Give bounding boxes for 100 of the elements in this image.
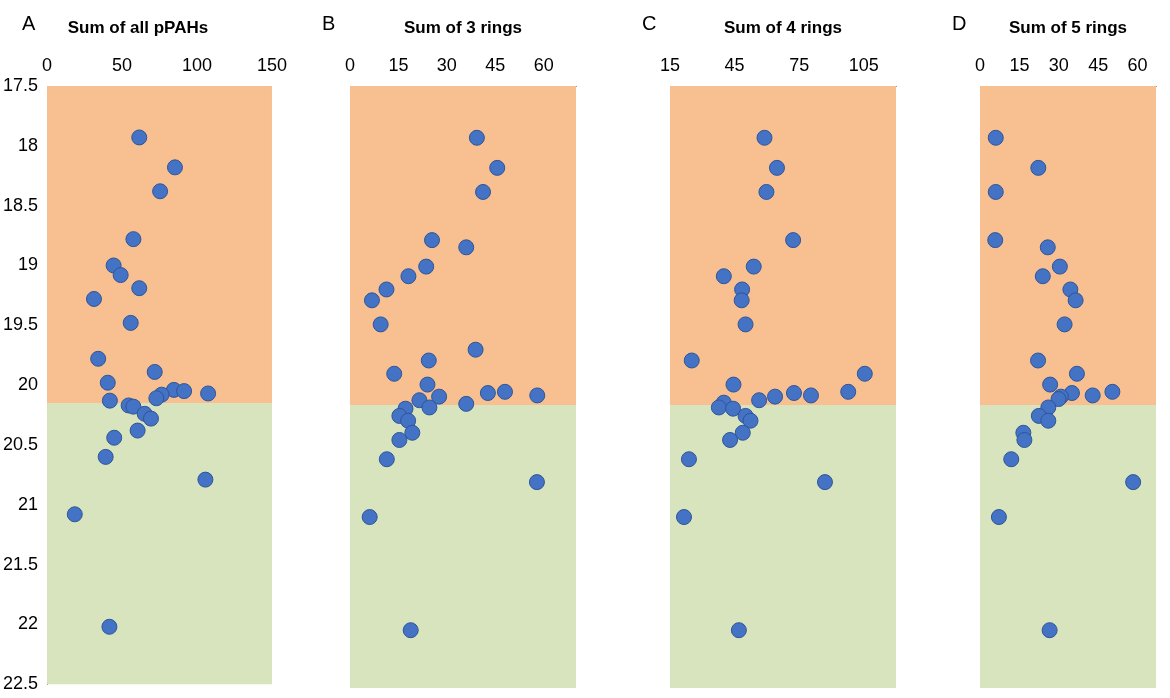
- point: [363, 292, 380, 309]
- point: [733, 292, 750, 309]
- point: [372, 316, 389, 333]
- y-tick-label: 21.5: [2, 553, 39, 574]
- point: [404, 424, 421, 441]
- point: [400, 412, 417, 429]
- y-tick-label: 19: [18, 254, 39, 275]
- point: [528, 474, 545, 491]
- x-tick-label: 0: [974, 55, 986, 76]
- x-tick-label: 0: [344, 55, 356, 76]
- point: [418, 258, 435, 275]
- point: [152, 183, 169, 200]
- x-tick-label: 15: [1009, 55, 1030, 76]
- point: [391, 431, 408, 448]
- point: [1040, 412, 1057, 429]
- point: [856, 365, 873, 382]
- point: [840, 383, 857, 400]
- x-tick-label: 100: [181, 55, 213, 76]
- point: [496, 383, 513, 400]
- point: [1051, 258, 1068, 275]
- x-tick-label: 105: [848, 55, 879, 76]
- point: [1056, 316, 1073, 333]
- point: [106, 429, 123, 446]
- point: [990, 509, 1007, 526]
- y-tick-label: 18.5: [2, 194, 39, 215]
- point: [802, 387, 819, 404]
- x-tick-label: 30: [1048, 55, 1069, 76]
- point: [458, 395, 475, 412]
- x-tick-label: 75: [789, 55, 810, 76]
- point: [468, 129, 485, 146]
- point: [730, 622, 747, 639]
- point: [785, 232, 802, 249]
- chart-title: Sum of 4 rings: [723, 17, 843, 37]
- point: [378, 451, 395, 468]
- point: [1042, 376, 1059, 393]
- y-tick-label: 20.5: [2, 433, 39, 454]
- point: [489, 159, 506, 176]
- point: [683, 352, 700, 369]
- point: [987, 129, 1004, 146]
- y-tick-label: 20: [18, 374, 39, 395]
- text: A: [22, 11, 36, 34]
- point: [101, 618, 118, 635]
- point: [148, 390, 165, 407]
- point: [166, 159, 183, 176]
- point: [1104, 383, 1121, 400]
- point: [101, 392, 118, 409]
- point: [710, 399, 727, 416]
- point: [122, 314, 139, 331]
- point: [1003, 451, 1020, 468]
- point: [85, 290, 102, 307]
- point: [745, 258, 762, 275]
- x-tick-label: 45: [1088, 55, 1109, 76]
- point: [725, 376, 742, 393]
- x-tick-label: 45: [485, 55, 506, 76]
- point: [99, 374, 116, 391]
- point: [142, 410, 159, 427]
- point: [722, 431, 739, 448]
- point: [680, 451, 697, 468]
- point: [987, 232, 1004, 249]
- x-tick-label: 45: [724, 55, 745, 76]
- y-tick-label: 22.5: [2, 673, 39, 694]
- point: [1030, 352, 1047, 369]
- point: [420, 352, 437, 369]
- point: [176, 383, 193, 400]
- point: [715, 268, 732, 285]
- point: [400, 268, 417, 285]
- point: [1039, 239, 1056, 256]
- point: [475, 183, 492, 200]
- x-tick-label: 30: [436, 55, 457, 76]
- point: [675, 509, 692, 526]
- point: [734, 424, 751, 441]
- text: D: [952, 11, 967, 34]
- y-tick-label: 22: [18, 613, 39, 634]
- text: B: [322, 11, 336, 34]
- point: [66, 506, 83, 523]
- point: [737, 316, 754, 333]
- point: [90, 350, 107, 367]
- x-tick-label: 15: [659, 55, 681, 76]
- point: [97, 448, 114, 465]
- point: [742, 412, 759, 429]
- point: [751, 392, 768, 409]
- point: [987, 183, 1004, 200]
- point: [467, 341, 484, 358]
- point: [768, 159, 785, 176]
- point: [386, 365, 403, 382]
- point: [479, 385, 496, 402]
- point: [125, 398, 142, 415]
- point: [146, 363, 163, 380]
- chart-title: Sum of all pPAHs: [67, 17, 209, 37]
- point: [725, 400, 742, 417]
- point: [361, 509, 378, 526]
- x-tick-label: 0: [42, 55, 53, 76]
- x-tick-label: 60: [1127, 55, 1148, 76]
- chart-title: Sum of 5 rings: [1008, 17, 1128, 37]
- point: [758, 183, 775, 200]
- point: [767, 388, 784, 405]
- point: [816, 474, 833, 491]
- point: [458, 239, 475, 256]
- point: [131, 280, 148, 297]
- y-tick-label: 18: [18, 134, 39, 155]
